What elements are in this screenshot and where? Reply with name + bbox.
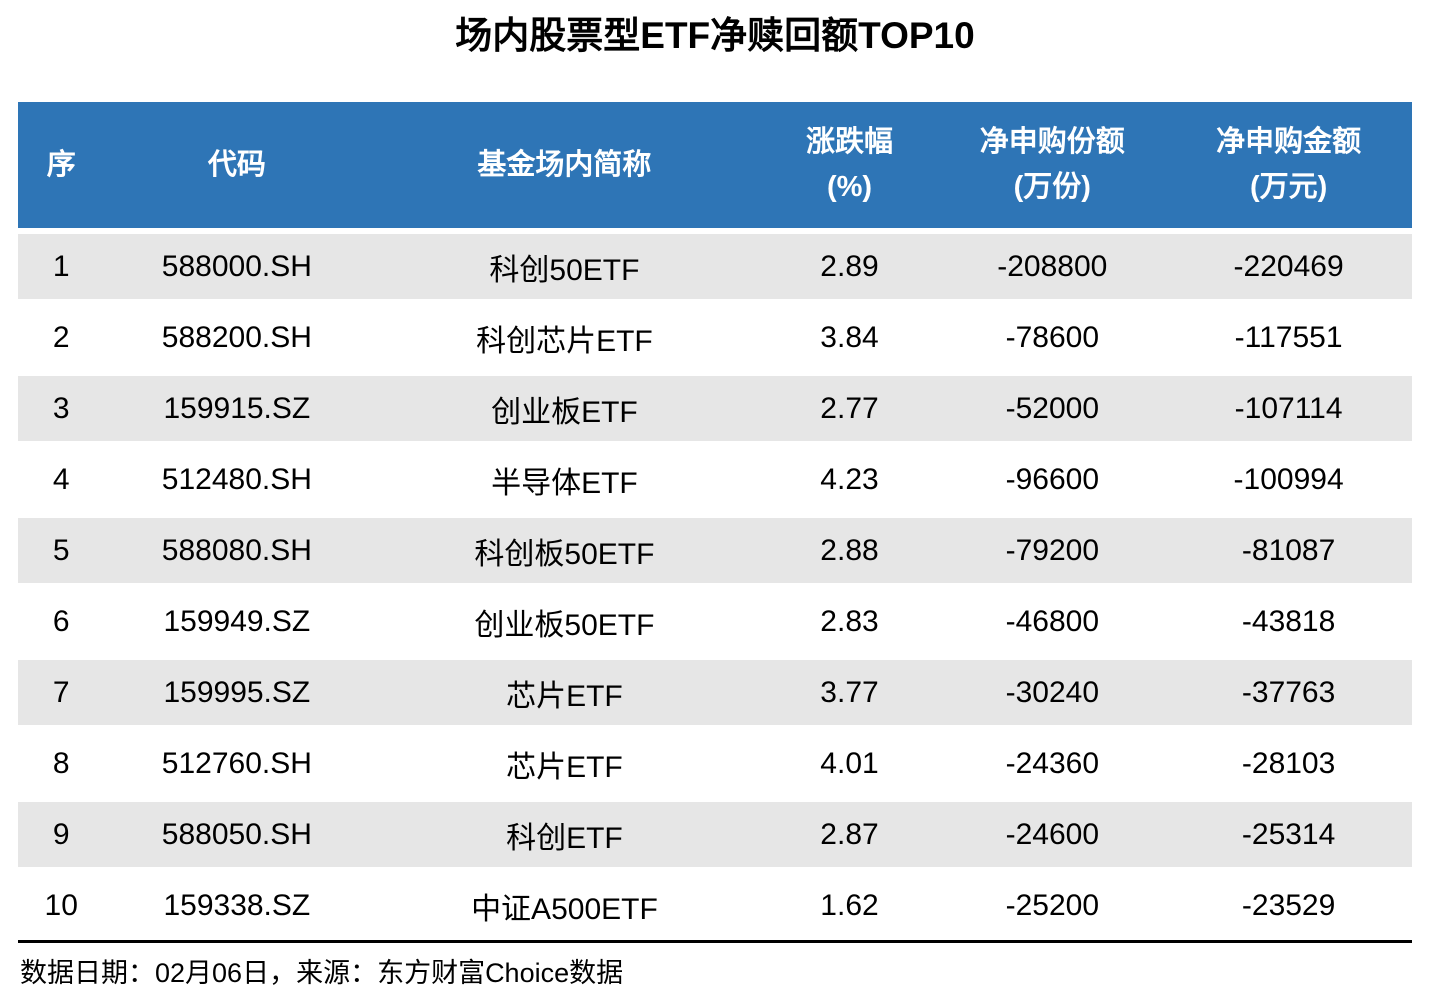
cell-rank: 4 — [18, 441, 105, 513]
header-row: 序 代码 基金场内简称 涨跌幅 (%) 净申购份额 (万份) 净申购金额 — [18, 102, 1412, 229]
cell-rank: 7 — [18, 654, 105, 726]
cell-net-subscription-amount: -81087 — [1165, 512, 1412, 584]
header-change-pct-unit: (%) — [826, 171, 873, 204]
cell-fund-name: 芯片ETF — [369, 725, 760, 797]
cell-net-subscription-amount: -220469 — [1165, 228, 1412, 300]
table-row: 10 159338.SZ 中证A500ETF 1.62 -25200 -23529 — [18, 867, 1412, 939]
cell-net-subscription-amount: -100994 — [1165, 441, 1412, 513]
cell-rank: 2 — [18, 299, 105, 371]
cell-net-subscription-amount: -117551 — [1165, 299, 1412, 371]
table-row: 6 159949.SZ 创业板50ETF 2.83 -46800 -43818 — [18, 583, 1412, 655]
cell-code: 512760.SH — [104, 725, 370, 797]
table-row: 7 159995.SZ 芯片ETF 3.77 -30240 -37763 — [18, 654, 1412, 726]
cell-net-subscription-shares: -52000 — [939, 370, 1166, 442]
cell-change-pct: 2.87 — [759, 796, 940, 868]
cell-code: 588200.SH — [104, 299, 370, 371]
etf-redemption-table: 序 代码 基金场内简称 涨跌幅 (%) 净申购份额 (万份) 净申购金额 — [18, 102, 1412, 939]
header-net-subscription-shares: 净申购份额 (万份) — [939, 102, 1165, 228]
header-net-subscription-shares-label: 净申购份额 — [979, 126, 1125, 159]
cell-change-pct: 2.88 — [759, 512, 940, 584]
cell-net-subscription-shares: -30240 — [939, 654, 1166, 726]
table-row: 5 588080.SH 科创板50ETF 2.88 -79200 -81087 — [18, 512, 1412, 584]
cell-rank: 6 — [18, 583, 105, 655]
cell-change-pct: 2.89 — [759, 228, 940, 300]
cell-fund-name: 芯片ETF — [369, 654, 760, 726]
cell-net-subscription-amount: -23529 — [1165, 867, 1412, 939]
cell-net-subscription-shares: -25200 — [939, 867, 1166, 939]
cell-net-subscription-amount: -28103 — [1165, 725, 1412, 797]
table-row: 3 159915.SZ 创业板ETF 2.77 -52000 -107114 — [18, 370, 1412, 442]
cell-net-subscription-amount: -25314 — [1165, 796, 1412, 868]
header-change-pct-label: 涨跌幅 — [805, 126, 893, 159]
cell-change-pct: 4.01 — [759, 725, 940, 797]
cell-rank: 1 — [18, 228, 105, 300]
cell-rank: 5 — [18, 512, 105, 584]
table-row: 4 512480.SH 半导体ETF 4.23 -96600 -100994 — [18, 441, 1412, 513]
header-fund-name: 基金场内简称 — [369, 102, 759, 228]
cell-fund-name: 科创板50ETF — [369, 512, 760, 584]
table-header: 序 代码 基金场内简称 涨跌幅 (%) 净申购份额 (万份) 净申购金额 — [18, 102, 1412, 229]
cell-change-pct: 2.77 — [759, 370, 940, 442]
cell-net-subscription-shares: -24360 — [939, 725, 1166, 797]
cell-net-subscription-amount: -37763 — [1165, 654, 1412, 726]
cell-fund-name: 科创ETF — [369, 796, 760, 868]
cell-code: 159338.SZ — [104, 867, 370, 939]
cell-fund-name: 半导体ETF — [369, 441, 760, 513]
cell-fund-name: 科创50ETF — [369, 228, 760, 300]
cell-net-subscription-amount: -107114 — [1165, 370, 1412, 442]
cell-fund-name: 创业板50ETF — [369, 583, 760, 655]
cell-net-subscription-shares: -78600 — [939, 299, 1166, 371]
header-change-pct: 涨跌幅 (%) — [760, 102, 940, 228]
source-note: 数据日期：02月06日，来源：东方财富Choice数据 — [20, 958, 624, 989]
cell-net-subscription-shares: -24600 — [939, 796, 1166, 868]
header-fund-name-label: 基金场内简称 — [477, 148, 652, 181]
cell-net-subscription-shares: -79200 — [939, 512, 1166, 584]
cell-code: 159949.SZ — [104, 583, 370, 655]
table-row: 8 512760.SH 芯片ETF 4.01 -24360 -28103 — [18, 725, 1412, 797]
cell-rank: 10 — [18, 867, 105, 939]
header-rank: 序 — [18, 102, 104, 228]
cell-net-subscription-amount: -43818 — [1165, 583, 1412, 655]
cell-code: 588080.SH — [104, 512, 370, 584]
cell-rank: 3 — [18, 370, 105, 442]
cell-code: 588050.SH — [104, 796, 370, 868]
header-net-subscription-shares-unit: (万份) — [1013, 171, 1091, 204]
cell-change-pct: 1.62 — [759, 867, 940, 939]
header-net-subscription-amount-label: 净申购金额 — [1216, 126, 1362, 159]
cell-net-subscription-shares: -208800 — [939, 228, 1166, 300]
cell-change-pct: 3.84 — [759, 299, 940, 371]
cell-rank: 9 — [18, 796, 105, 868]
header-net-subscription-amount-unit: (万元) — [1249, 171, 1328, 204]
table-row: 9 588050.SH 科创ETF 2.87 -24600 -25314 — [18, 796, 1412, 868]
cell-fund-name: 科创芯片ETF — [369, 299, 760, 371]
header-rank-label: 序 — [46, 148, 76, 181]
cell-fund-name: 创业板ETF — [369, 370, 760, 442]
cell-code: 159995.SZ — [104, 654, 370, 726]
cell-change-pct: 2.83 — [759, 583, 940, 655]
cell-fund-name: 中证A500ETF — [369, 867, 760, 939]
header-code: 代码 — [104, 102, 369, 228]
cell-net-subscription-shares: -46800 — [939, 583, 1166, 655]
page-title: 场内股票型ETF净赎回额TOP10 — [455, 15, 975, 56]
cell-rank: 8 — [18, 725, 105, 797]
cell-code: 588000.SH — [104, 228, 370, 300]
table-body: 1 588000.SH 科创50ETF 2.89 -208800 -220469 2 5882… — [18, 228, 1412, 939]
table-row: 2 588200.SH 科创芯片ETF 3.84 -78600 -117551 — [18, 299, 1412, 371]
cell-change-pct: 3.77 — [759, 654, 940, 726]
cell-net-subscription-shares: -96600 — [939, 441, 1166, 513]
cell-code: 512480.SH — [104, 441, 370, 513]
bottom-rule — [18, 940, 1412, 944]
header-code-label: 代码 — [207, 148, 266, 181]
header-net-subscription-amount: 净申购金额 (万元) — [1165, 102, 1412, 228]
table-row: 1 588000.SH 科创50ETF 2.89 -208800 -220469 — [18, 228, 1412, 300]
cell-change-pct: 4.23 — [759, 441, 940, 513]
cell-code: 159915.SZ — [104, 370, 370, 442]
